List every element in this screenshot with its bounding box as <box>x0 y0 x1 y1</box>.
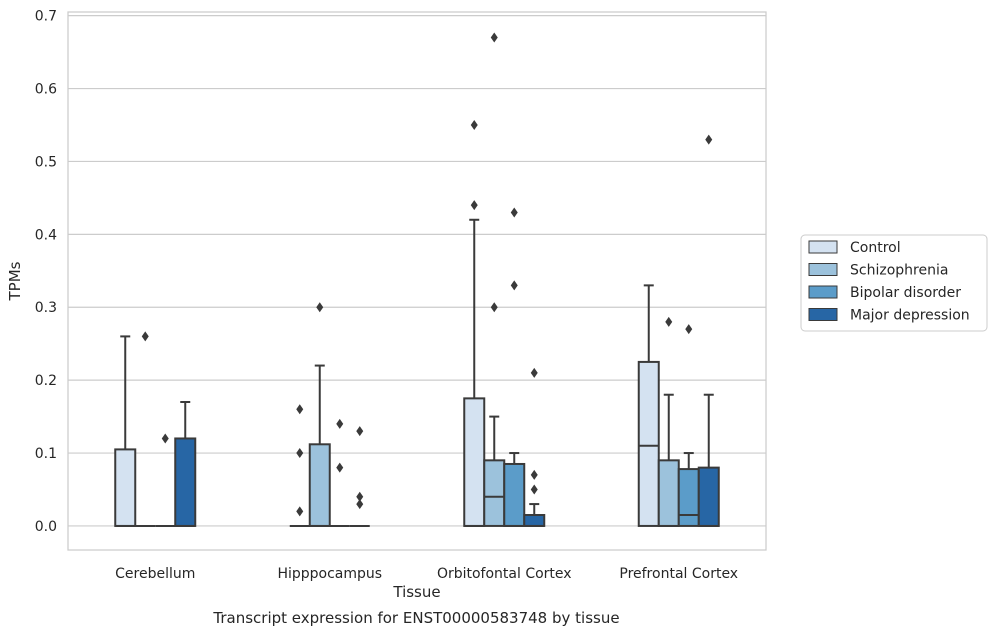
box-major-depression <box>523 367 546 527</box>
box-iqr <box>697 466 720 527</box>
outlier-point <box>296 404 304 415</box>
legend-swatch <box>808 263 838 276</box>
plot-frame <box>67 11 767 551</box>
box-iqr <box>483 459 506 527</box>
box-iqr <box>463 397 486 527</box>
y-tick-label: 0.1 <box>35 446 57 462</box>
box-bipolar-disorder <box>503 207 526 527</box>
y-axis-label: TPMs <box>6 261 24 301</box>
outlier-point <box>161 433 169 444</box>
outlier-point <box>530 469 538 480</box>
box-major-depression <box>697 134 720 527</box>
legend-entry-label: Schizophrenia <box>850 263 948 279</box>
legend-swatch <box>808 240 838 254</box>
legend: Control Schizophrenia Bipolar disorder Majo… <box>800 234 988 332</box>
y-tick-label: 0.5 <box>35 154 57 170</box>
outlier-point <box>470 119 478 130</box>
outlier-point <box>356 426 364 437</box>
box-schizophrenia <box>135 331 156 527</box>
box-major-depression <box>174 401 197 527</box>
outlier-point <box>665 316 673 327</box>
x-tick-label: Hipppocampus <box>277 566 382 582</box>
outlier-point <box>705 134 713 145</box>
x-tick-label: Cerebellum <box>115 566 195 582</box>
x-tick-label: Orbitofontal Cortex <box>437 566 572 582</box>
x-axis-label: Tissue <box>392 583 440 601</box>
y-tick-label: 0.6 <box>35 82 57 98</box>
outlier-point <box>470 200 478 211</box>
axes: 0.0 0.1 0.2 0.3 0.4 0.5 0.6 0.7 Cerebellum Hipppo… <box>35 9 738 582</box>
outlier-point <box>530 484 538 495</box>
y-tick-label: 0.2 <box>35 373 57 389</box>
outlier-point <box>530 367 538 378</box>
box-major-depression <box>349 426 370 527</box>
legend-swatch <box>808 285 838 299</box>
figure-caption: Transcript expression for ENST0000058374… <box>213 609 620 627</box>
legend-entry-label: Major depression <box>850 308 970 324</box>
legend-entry-label: Bipolar disorder <box>850 285 961 301</box>
box-schizophrenia <box>308 302 331 527</box>
box-iqr <box>657 459 680 527</box>
y-tick-label: 0.3 <box>35 300 57 316</box>
outlier-point <box>296 448 304 459</box>
outlier-point <box>356 499 364 510</box>
outlier-point <box>490 302 498 313</box>
box-iqr <box>308 443 331 527</box>
outlier-point <box>141 331 149 342</box>
y-tick-label: 0.0 <box>35 519 57 535</box>
outlier-point <box>685 324 693 335</box>
box-bipolar-disorder <box>329 418 350 527</box>
box-control <box>114 335 137 527</box>
box-iqr <box>677 468 700 527</box>
legend-entry-label: Control <box>850 240 901 256</box>
outlier-point <box>356 491 364 502</box>
y-tick-label: 0.7 <box>35 9 57 25</box>
legend-frame <box>800 234 988 332</box>
box-iqr <box>114 448 137 527</box>
outlier-point <box>296 506 304 517</box>
outlier-point <box>510 207 518 218</box>
box-iqr <box>174 437 197 527</box>
boxes <box>114 32 720 527</box>
y-tick-label: 0.4 <box>35 227 57 243</box>
box-iqr <box>503 462 526 527</box>
box-control <box>637 284 660 527</box>
legend-swatch <box>808 308 838 321</box>
outlier-point <box>316 302 324 313</box>
box-schizophrenia <box>483 32 506 527</box>
box-iqr <box>523 514 546 527</box>
outlier-point <box>510 280 518 291</box>
box-control <box>289 404 310 527</box>
box-iqr <box>637 360 660 527</box>
outlier-point <box>490 32 498 43</box>
box-schizophrenia <box>657 316 680 527</box>
outlier-point <box>336 418 344 429</box>
gridlines <box>68 15 766 527</box>
box-bipolar-disorder <box>677 324 700 527</box>
x-tick-label: Prefrontal Cortex <box>619 566 738 582</box>
box-control <box>463 119 486 527</box>
outlier-point <box>336 462 344 473</box>
box-bipolar-disorder <box>155 433 176 527</box>
